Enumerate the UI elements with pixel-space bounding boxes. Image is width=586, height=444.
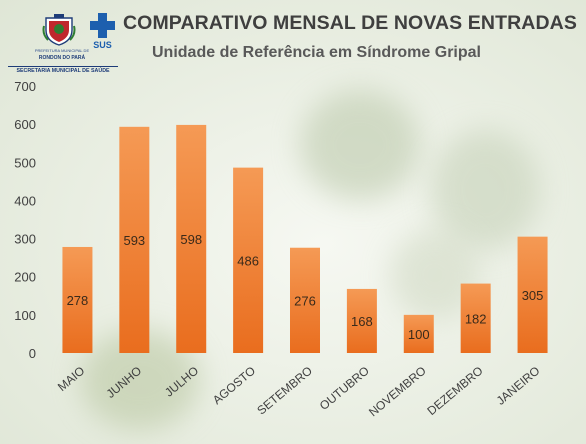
y-tick-label: 100: [14, 308, 36, 323]
bar-julho: [176, 124, 207, 353]
bar-setembro: [290, 247, 320, 353]
y-tick-label: 0: [29, 346, 36, 361]
chart-subtitle: Unidade de Referência em Síndrome Gripal: [152, 44, 481, 61]
x-tick-label: JULHO: [162, 364, 201, 400]
bar-junho: [119, 126, 150, 353]
data-label: 182: [465, 311, 487, 326]
sus-label: SUS: [93, 40, 112, 50]
x-tick-label: JANEIRO: [494, 364, 543, 408]
y-axis: 0 100 200 300 400 500 600 700: [14, 79, 36, 361]
data-label: 486: [237, 253, 259, 268]
y-tick-label: 200: [14, 270, 36, 285]
x-tick-label: DEZEMBRO: [424, 364, 485, 418]
data-label: 305: [522, 288, 544, 303]
y-tick-label: 400: [14, 193, 36, 208]
data-label: 593: [123, 233, 145, 248]
data-label: 100: [408, 327, 430, 342]
x-tick-label: JUNHO: [104, 364, 145, 401]
data-label: 168: [351, 314, 373, 329]
crest-caption: PREFEITURA MUNICIPAL DE: [34, 48, 90, 53]
municipal-logo: PREFEITURA MUNICIPAL DE RONDON DO PARÁ S…: [8, 8, 118, 78]
data-label: 598: [180, 232, 202, 247]
bar-novembro: [403, 314, 434, 353]
x-tick-label: MAIO: [55, 364, 87, 394]
sus-logo-icon: SUS: [90, 13, 115, 50]
x-tick-label: SETEMBRO: [254, 364, 315, 418]
y-tick-label: 300: [14, 232, 36, 247]
bar-janeiro: [517, 236, 548, 353]
bar-agosto: [233, 167, 264, 353]
y-tick-label: 500: [14, 155, 36, 170]
bar-dezembro: [460, 283, 491, 353]
bar-outubro: [346, 288, 377, 353]
x-tick-label: AGOSTO: [210, 364, 258, 408]
city-name: RONDON DO PARÁ: [38, 55, 86, 61]
data-label: 276: [294, 293, 316, 308]
y-tick-label: 600: [14, 117, 36, 132]
background-virus-blob: [430, 130, 540, 250]
department-name: SECRETARIA MUNICIPAL DE SAÚDE: [8, 66, 118, 74]
chart-title: COMPARATIVO MENSAL DE NOVAS ENTRADAS: [123, 12, 577, 34]
data-label: 278: [67, 293, 89, 308]
x-tick-label: OUTUBRO: [317, 364, 372, 413]
bar-maio: [62, 246, 93, 353]
bars: 278 593 598 486 276 168 100 182 305: [62, 124, 548, 353]
coat-of-arms-icon: [42, 14, 76, 46]
background-virus-blob: [300, 90, 420, 200]
x-tick-label: NOVEMBRO: [366, 364, 429, 420]
y-tick-label: 700: [14, 79, 36, 94]
